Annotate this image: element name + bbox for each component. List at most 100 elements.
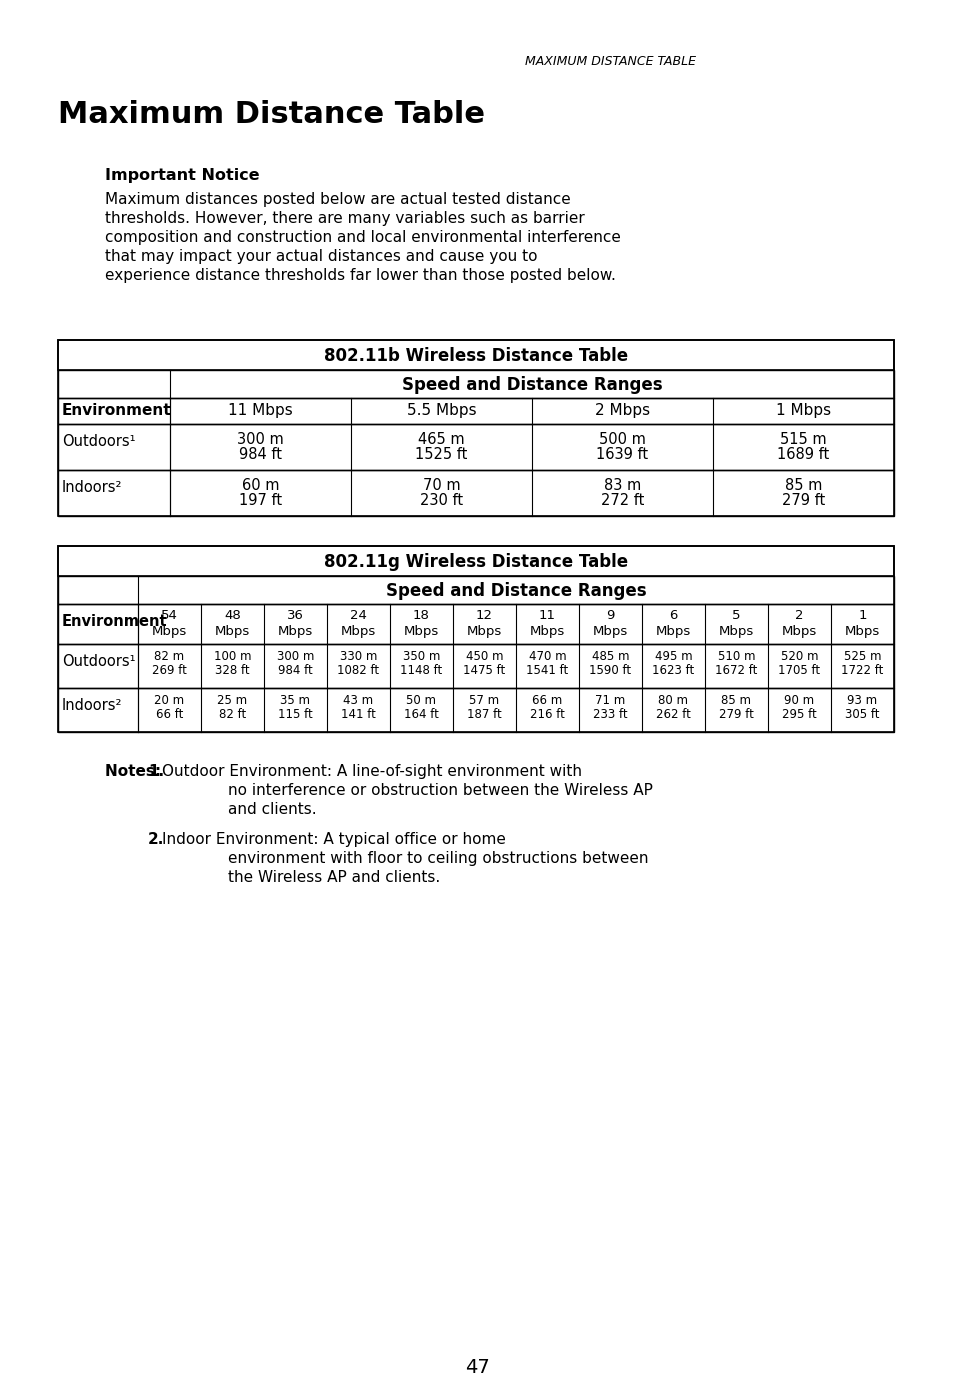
Text: 802.11b Wireless Distance Table: 802.11b Wireless Distance Table	[324, 347, 627, 365]
Text: Outdoor Environment: A line-of-sight environment with: Outdoor Environment: A line-of-sight env…	[162, 763, 581, 779]
Text: 82 m: 82 m	[154, 650, 184, 663]
Text: 1689 ft: 1689 ft	[777, 447, 829, 462]
Text: 18: 18	[413, 609, 430, 622]
Text: 66 ft: 66 ft	[155, 708, 183, 720]
Text: 20 m: 20 m	[154, 694, 184, 706]
Text: 48: 48	[224, 609, 240, 622]
Text: 1475 ft: 1475 ft	[463, 663, 505, 677]
Text: Important Notice: Important Notice	[105, 168, 259, 183]
Text: 515 m: 515 m	[780, 432, 826, 447]
Text: 216 ft: 216 ft	[530, 708, 564, 720]
Text: 300 m: 300 m	[237, 432, 284, 447]
Text: 500 m: 500 m	[598, 432, 645, 447]
Text: 1: 1	[858, 609, 866, 622]
Text: 25 m: 25 m	[217, 694, 247, 706]
Text: 197 ft: 197 ft	[238, 493, 282, 508]
Text: 465 m: 465 m	[417, 432, 464, 447]
Text: 187 ft: 187 ft	[467, 708, 501, 720]
Text: and clients.: and clients.	[228, 802, 316, 818]
Text: Mbps: Mbps	[277, 625, 313, 638]
Text: composition and construction and local environmental interference: composition and construction and local e…	[105, 230, 620, 246]
Text: 230 ft: 230 ft	[419, 493, 462, 508]
Text: 90 m: 90 m	[783, 694, 814, 706]
Text: 279 ft: 279 ft	[719, 708, 753, 720]
Text: 6: 6	[669, 609, 677, 622]
Text: 93 m: 93 m	[846, 694, 877, 706]
Bar	[58, 371, 893, 398]
Text: 1672 ft: 1672 ft	[715, 663, 757, 677]
Text: 2.: 2.	[148, 831, 164, 847]
Text: 164 ft: 164 ft	[404, 708, 438, 720]
Text: 1705 ft: 1705 ft	[778, 663, 820, 677]
Text: Indoors²: Indoors²	[62, 480, 122, 496]
Bar	[58, 576, 893, 604]
Text: Mbps: Mbps	[214, 625, 250, 638]
Text: 1722 ft: 1722 ft	[841, 663, 882, 677]
Text: 85 m: 85 m	[720, 694, 751, 706]
Text: Notes:: Notes:	[105, 763, 166, 779]
Text: 70 m: 70 m	[422, 477, 460, 493]
Text: 47: 47	[464, 1357, 489, 1377]
Text: MAXIMUM DISTANCE TABLE: MAXIMUM DISTANCE TABLE	[524, 56, 696, 68]
Text: 269 ft: 269 ft	[152, 663, 187, 677]
Text: 300 m: 300 m	[276, 650, 314, 663]
Text: 1082 ft: 1082 ft	[337, 663, 379, 677]
Bar	[58, 545, 893, 731]
Text: Mbps: Mbps	[844, 625, 880, 638]
Text: 262 ft: 262 ft	[656, 708, 690, 720]
Text: 1541 ft: 1541 ft	[526, 663, 568, 677]
Text: Mbps: Mbps	[152, 625, 187, 638]
Text: 36: 36	[287, 609, 304, 622]
Text: Mbps: Mbps	[592, 625, 627, 638]
Text: Maximum distances posted below are actual tested distance: Maximum distances posted below are actua…	[105, 192, 570, 207]
Text: 279 ft: 279 ft	[781, 493, 824, 508]
Text: 141 ft: 141 ft	[341, 708, 375, 720]
Text: 24: 24	[350, 609, 367, 622]
Text: 350 m: 350 m	[402, 650, 439, 663]
Text: 2 Mbps: 2 Mbps	[595, 403, 649, 418]
Text: 495 m: 495 m	[654, 650, 692, 663]
Text: Maximum Distance Table: Maximum Distance Table	[58, 100, 484, 129]
Bar	[58, 398, 893, 423]
Text: 54: 54	[161, 609, 178, 622]
Bar	[58, 471, 893, 516]
Text: that may impact your actual distances and cause you to: that may impact your actual distances an…	[105, 248, 537, 264]
Text: 82 ft: 82 ft	[218, 708, 246, 720]
Text: Indoor Environment: A typical office or home: Indoor Environment: A typical office or …	[162, 831, 505, 847]
Text: 66 m: 66 m	[532, 694, 562, 706]
Text: 83 m: 83 m	[603, 477, 640, 493]
Text: 80 m: 80 m	[658, 694, 688, 706]
Text: 5.5 Mbps: 5.5 Mbps	[406, 403, 476, 418]
Text: 272 ft: 272 ft	[600, 493, 643, 508]
Text: 295 ft: 295 ft	[781, 708, 816, 720]
Text: 11: 11	[538, 609, 556, 622]
Text: 43 m: 43 m	[343, 694, 374, 706]
Text: Environment: Environment	[62, 613, 168, 629]
Text: Mbps: Mbps	[655, 625, 690, 638]
Text: 60 m: 60 m	[241, 477, 279, 493]
Text: Speed and Distance Ranges: Speed and Distance Ranges	[385, 582, 645, 600]
Text: 57 m: 57 m	[469, 694, 499, 706]
Text: 525 m: 525 m	[842, 650, 881, 663]
Text: Mbps: Mbps	[403, 625, 438, 638]
Text: Environment: Environment	[62, 403, 172, 418]
Text: 9: 9	[606, 609, 614, 622]
Bar	[58, 688, 893, 731]
Text: 330 m: 330 m	[339, 650, 376, 663]
Text: experience distance thresholds far lower than those posted below.: experience distance thresholds far lower…	[105, 268, 616, 283]
Text: 984 ft: 984 ft	[278, 663, 313, 677]
Text: the Wireless AP and clients.: the Wireless AP and clients.	[228, 870, 439, 886]
Text: 233 ft: 233 ft	[593, 708, 627, 720]
Text: 35 m: 35 m	[280, 694, 310, 706]
Text: Mbps: Mbps	[340, 625, 375, 638]
Text: 100 m: 100 m	[213, 650, 251, 663]
Bar	[58, 545, 893, 576]
Text: no interference or obstruction between the Wireless AP: no interference or obstruction between t…	[228, 783, 652, 798]
Bar	[58, 340, 893, 371]
Text: 1.: 1.	[148, 763, 164, 779]
Text: 984 ft: 984 ft	[239, 447, 282, 462]
Bar	[58, 604, 893, 644]
Text: 1623 ft: 1623 ft	[652, 663, 694, 677]
Text: 520 m: 520 m	[780, 650, 818, 663]
Text: 50 m: 50 m	[406, 694, 436, 706]
